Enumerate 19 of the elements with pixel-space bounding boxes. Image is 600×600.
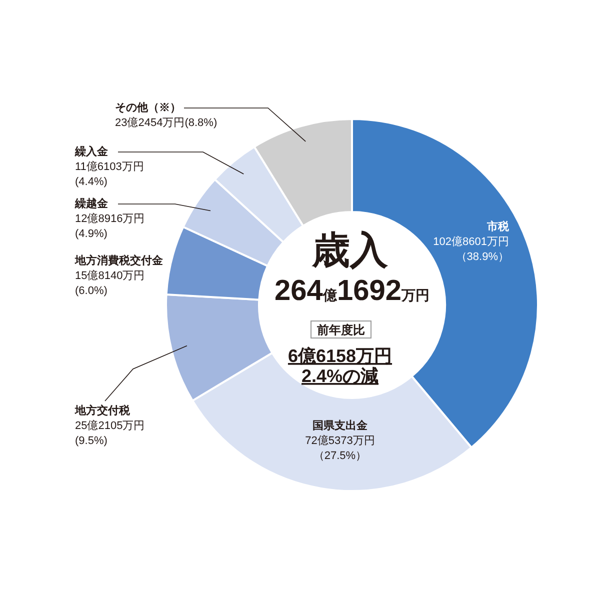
- slice-label: 国県支出金: [312, 419, 368, 432]
- slice-label: 地方消費税交付金: [74, 254, 164, 267]
- data-label: 102億8601万円（38.9%）: [433, 235, 509, 263]
- slice-label: 繰入金: [74, 145, 109, 158]
- data-label: 72億5373万円（27.5%）: [305, 434, 375, 462]
- text: 前年度比: [316, 323, 365, 337]
- slice-label: 繰越金: [74, 197, 109, 210]
- text: 2.4%の減: [301, 366, 379, 386]
- data-label: 15億8140万円(6.0%): [75, 269, 145, 297]
- data-label: 12億8916万円(4.9%): [75, 212, 145, 240]
- text: 歳入: [311, 230, 389, 272]
- text: 6億6158万円: [288, 346, 392, 366]
- data-label: 23億2454万円(8.8%): [115, 116, 218, 129]
- slice-label: 市税: [486, 220, 510, 233]
- slice-label: 地方交付税: [74, 404, 131, 417]
- text: 264億1692万円: [274, 275, 430, 307]
- data-label: 25億2105万円(9.5%): [75, 419, 145, 447]
- slice-label: その他（※）: [115, 101, 181, 114]
- data-label: 11億6103万円(4.4%): [75, 160, 144, 188]
